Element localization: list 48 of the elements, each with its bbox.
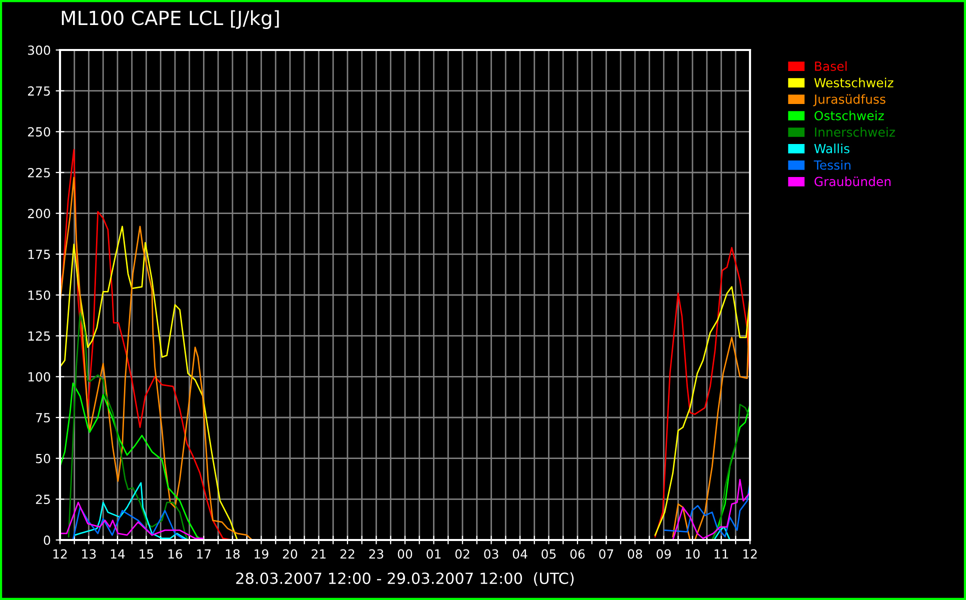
legend-label: Westschweiz [814,78,894,88]
x-tick-label: 02 [455,549,470,559]
x-tick-label: 08 [628,549,642,559]
x-tick-label: 05 [542,549,556,559]
x-tick-label: 01 [426,549,441,559]
legend-label: Ostschweiz [814,110,884,120]
x-tick-label: 11 [714,549,728,559]
x-tick-label: 00 [398,549,412,559]
x-tick-label: 10 [686,549,700,559]
y-tick-label: 0 [44,535,50,545]
x-tick-label: 22 [340,549,354,559]
y-tick-label: 25 [36,494,50,504]
x-tick-label: 03 [484,549,498,559]
x-tick-label: 16 [168,549,182,559]
y-tick-label: 200 [28,208,50,218]
legend-label: Jurasüdfuss [813,94,886,106]
x-tick-label: 09 [656,549,671,559]
x-tick-label: 23 [369,549,384,559]
y-tick-label: 150 [28,290,50,300]
chart-title: ML100 CAPE LCL [J/kg] [62,10,279,30]
x-tick-label: 12 [53,549,67,559]
y-tick-label: 250 [28,127,50,137]
legend-label: Wallis [814,144,850,154]
x-tick-label: 21 [312,549,326,559]
y-tick-label: 75 [36,413,50,422]
x-tick-label: 14 [110,549,125,559]
y-tick-label: 50 [36,454,50,464]
y-tick-label: 275 [28,86,50,96]
legend-label: Innerschweiz [815,127,895,137]
x-tick-label: 04 [512,549,528,559]
x-tick-label: 07 [599,549,614,559]
legend-label: Basel [815,61,847,71]
x-tick-label: 06 [570,549,585,559]
x-tick-label: 13 [82,549,96,559]
x-tick-label: 12 [743,549,757,559]
x-tick-label: 20 [282,549,298,559]
x-axis-title: 28.03.2007 12:00 - 29.03.2007 12:00 (UTC) [236,572,574,586]
x-tick-label: 17 [197,549,211,559]
x-tick-label: 15 [140,549,154,559]
x-tick-label: 19 [254,549,268,559]
y-tick-label: 125 [28,331,50,341]
legend-label: Graubünden [814,176,891,186]
y-tick-label: 175 [28,250,50,260]
y-tick-label: 225 [28,168,50,178]
legend-label: Tessin [814,160,850,170]
y-tick-label: 100 [28,372,50,382]
y-tick-label: 300 [28,45,50,55]
x-tick-label: 18 [226,549,240,559]
